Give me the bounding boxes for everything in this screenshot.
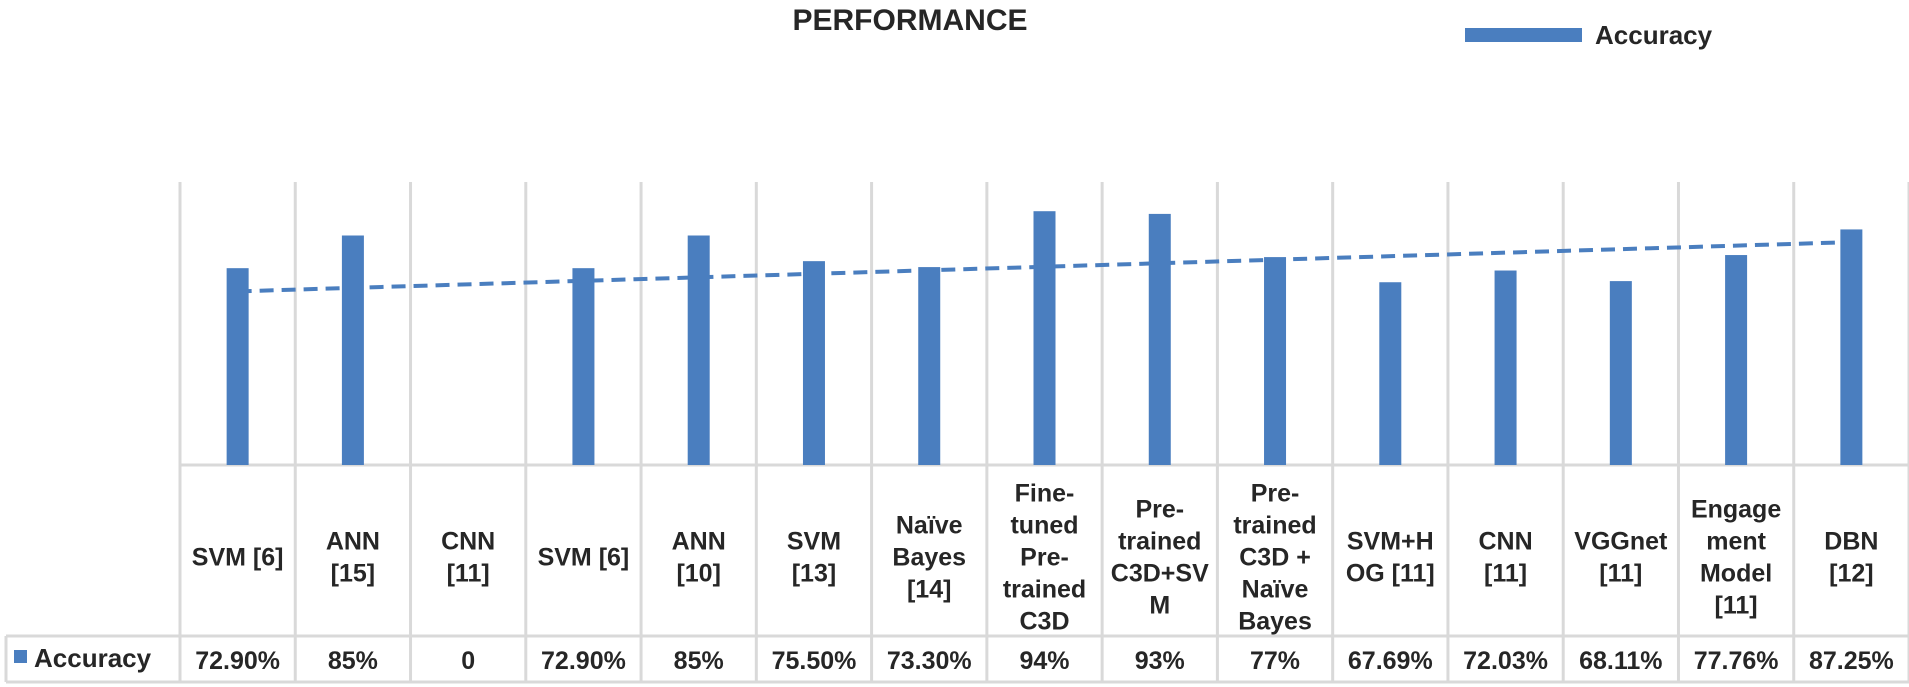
data-table-value: 72.90% [195,647,280,675]
bar [1033,211,1056,465]
bar-series [226,211,1863,465]
data-table-value: 85% [328,647,378,675]
bar [1264,257,1287,465]
data-table-value: 77.76% [1694,647,1779,675]
chart-grid [4,182,1909,684]
category-label: VGGnet [11] [1574,528,1668,588]
bar [1494,270,1517,465]
data-table-value: 73.30% [887,647,972,675]
bar [1609,281,1632,465]
bar [1840,229,1863,465]
bar [1725,255,1748,465]
category-label: CNN [11] [441,528,495,588]
category-labels: SVM [6] ANN [15] CNN [11] SVM [6] ANN [10] SVM [1… [192,480,1879,636]
bar [918,267,941,465]
category-label: DBN [12] [1824,528,1878,588]
bar [572,268,595,465]
data-table-value: 93% [1135,647,1185,675]
category-label: Naïve Bayes [14] [892,512,966,604]
row-legend-swatch [14,650,27,663]
category-label: SVM [13] [787,528,841,588]
bar [341,235,364,465]
bar [1379,282,1402,465]
bar [1148,213,1171,465]
data-table-value: 67.69% [1348,647,1433,675]
data-table-value: 85% [674,647,724,675]
data-table-row: Accuracy [14,643,152,673]
bar [226,268,249,465]
category-label: Pre-trained C3D+SV M [1111,496,1209,620]
category-label: Engage ment Model [11] [1691,496,1781,620]
data-table-value: 0 [461,647,475,675]
data-table-value: 94% [1019,647,1069,675]
bar [687,235,710,465]
category-label: SVM [6] [538,544,630,572]
data-table-value: 72.90% [541,647,626,675]
legend-label: Accuracy [1595,20,1713,50]
data-table-value: 87.25% [1809,647,1894,675]
chart-title: PERFORMANCE [792,4,1027,37]
data-table-value: 72.03% [1463,647,1548,675]
data-table-value: 75.50% [772,647,857,675]
category-label: SVM+H OG [11] [1346,528,1435,588]
trendline [237,240,1852,294]
legend-swatch [1465,28,1582,42]
data-table-values: 72.90% 85% 0 72.90% 85% 75.50% 73.30% 94% 93% 77%… [195,647,1894,675]
legend: Accuracy [1465,20,1713,50]
data-table-value: 77% [1250,647,1300,675]
category-label: ANN [10] [672,528,726,588]
category-label: CNN [11] [1478,528,1532,588]
trendline-path [237,240,1852,294]
data-table-value: 68.11% [1579,647,1662,675]
category-label: SVM [6] [192,544,284,572]
category-label: ANN [15] [326,528,380,588]
category-label: Fine-tuned Pre-trained C3D [1003,480,1086,636]
category-label: Pre-trained C3D + Naïve Bayes [1233,480,1316,636]
row-label: Accuracy [34,643,152,673]
bar [802,261,825,465]
